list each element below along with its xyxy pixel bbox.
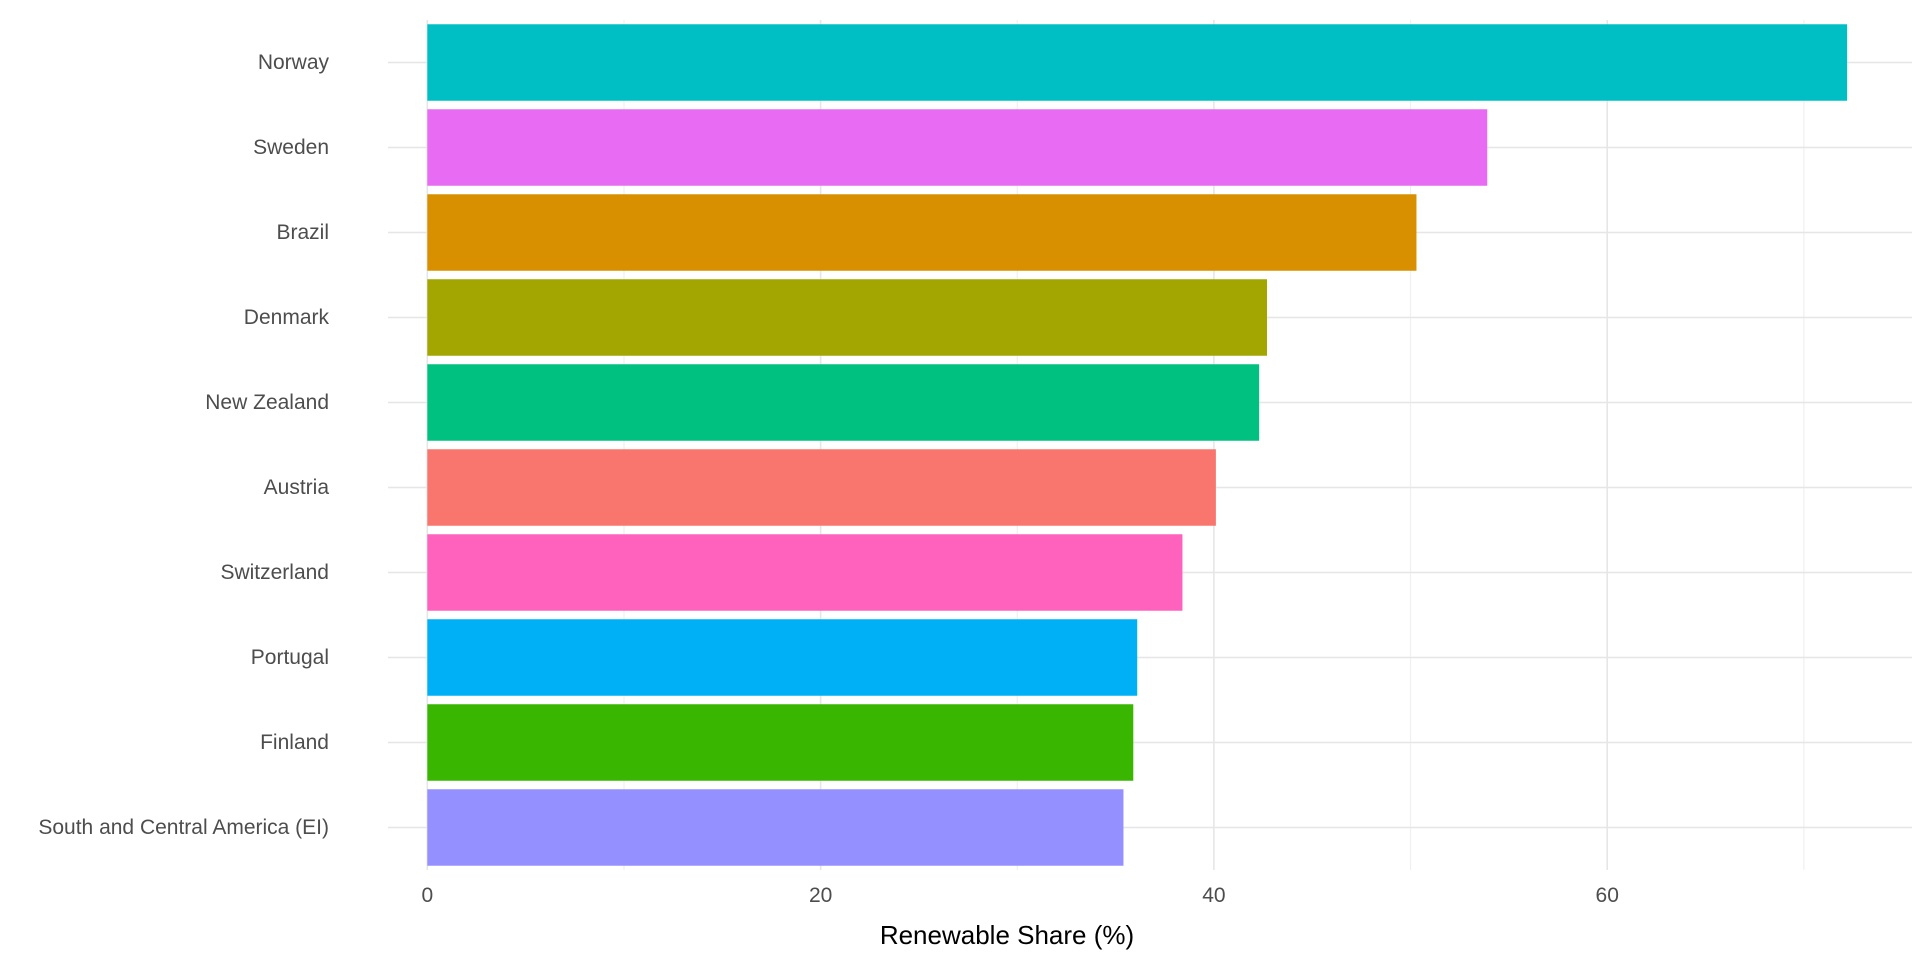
bar-finland: [427, 704, 1134, 781]
bar-switzerland: [427, 534, 1183, 611]
bar-new-zealand: [427, 364, 1260, 441]
bar-austria: [427, 449, 1216, 526]
bar-south-and-central-america-ei: [427, 789, 1124, 866]
x-tick-label: 60: [1596, 884, 1619, 907]
bar-portugal: [427, 619, 1138, 696]
y-axis-labels: Norway Sweden Brazil Denmark New Zealand Aust…: [38, 51, 329, 839]
y-tick-label: Finland: [260, 731, 329, 754]
bar-norway: [427, 24, 1848, 101]
y-tick-label: South and Central America (EI): [38, 816, 329, 839]
y-tick-label: Norway: [258, 51, 330, 74]
y-tick-label: Austria: [264, 476, 330, 499]
y-tick-label: New Zealand: [205, 391, 329, 414]
y-tick-label: Portugal: [251, 646, 329, 669]
bar-brazil: [427, 194, 1417, 271]
bar-denmark: [427, 279, 1268, 356]
y-tick-label: Sweden: [253, 136, 329, 159]
y-tick-label: Brazil: [276, 221, 329, 244]
x-axis-labels: 0 20 40 60: [421, 884, 1618, 907]
bars: [427, 24, 1848, 866]
x-tick-label: 40: [1202, 884, 1225, 907]
x-tick-label: 0: [421, 884, 433, 907]
y-tick-label: Switzerland: [220, 561, 329, 584]
bar-sweden: [427, 109, 1488, 186]
x-axis-title: Renewable Share (%): [880, 920, 1134, 950]
x-tick-label: 20: [809, 884, 832, 907]
y-tick-label: Denmark: [244, 306, 330, 329]
